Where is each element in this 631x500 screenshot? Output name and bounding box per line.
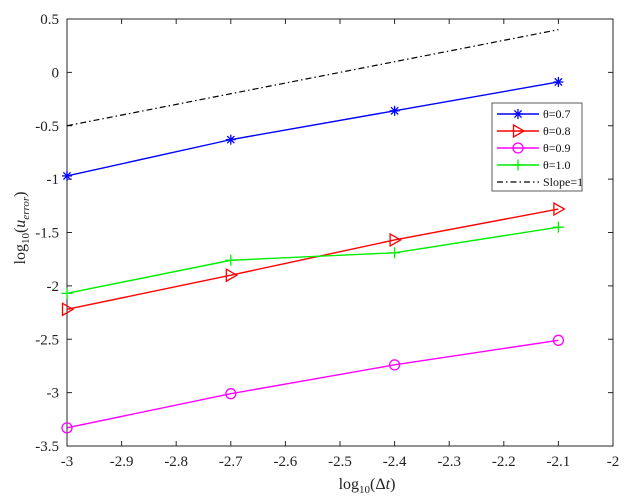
data-point [553,76,564,87]
x-tick-label: -2.5 [328,454,352,470]
x-tick-label: -2.4 [383,454,407,470]
legend-label: Slope=1 [543,175,583,189]
data-point [61,287,73,299]
series-line [66,208,559,311]
series-0 [62,76,564,181]
data-point [225,254,237,266]
data-point [61,422,73,434]
series-line [66,339,559,429]
series-layer [61,29,566,434]
legend-marker [512,142,524,154]
x-tick-label: -3 [61,454,74,470]
legend-box [491,102,583,192]
x-tick-label: -2.2 [492,454,516,470]
legend-marker [512,159,524,171]
y-tick-label: 0 [52,65,60,81]
x-tick-label: -2.7 [219,454,243,470]
legend-marker [513,109,523,119]
x-axis-label: log10(Δt) [339,476,396,496]
data-point [553,201,566,217]
x-tick-label: -2.8 [164,454,188,470]
series-3 [61,221,564,299]
y-tick-label: 0.5 [40,12,59,28]
x-axis-ticks: -3 -2.9 -2.8 -2.7 -2.6 -2.5 -2.4 -2.3 -2.2 -2.1 -2 [61,19,620,470]
data-point [225,268,239,283]
y-tick-label: -0.5 [35,119,59,135]
y-tick-label: -1 [47,172,60,188]
x-tick-label: -2.3 [437,454,461,470]
y-tick-label: -3 [47,386,60,402]
legend: θ=0.7 θ=0.8 θ=0.9 θ=1.0 Slope=1 [491,102,583,192]
legend-label: θ=1.0 [543,158,571,172]
legend-marker [512,123,526,139]
plot-area [66,18,614,447]
data-point [552,334,565,346]
data-point [552,221,564,233]
series-line [66,29,559,127]
x-tick-label: -2.9 [110,454,134,470]
legend-entry: θ=1.0 [497,158,571,172]
legend-label: θ=0.9 [543,141,571,155]
y-tick-label: -2 [47,279,60,295]
series-line [66,226,559,295]
legend-entry: θ=0.7 [497,107,571,121]
data-point [225,134,236,145]
y-tick-label: -3.5 [35,439,59,455]
legend-label: θ=0.8 [543,124,571,138]
data-point [225,388,237,400]
x-tick-label: -2.6 [274,454,298,470]
legend-label: θ=0.7 [543,107,571,121]
legend-entry: θ=0.9 [497,141,571,155]
data-point [62,170,72,181]
series-line [66,81,559,177]
y-axis-label: log10(uerror) [12,192,32,265]
data-point [389,232,402,248]
y-tick-label: -2.5 [35,332,59,348]
data-point [389,247,401,259]
data-point [388,359,401,371]
data-point [61,302,75,317]
series-1 [61,201,566,317]
series-2 [61,334,565,434]
legend-entry: θ=0.8 [497,123,571,139]
legend-entry: Slope=1 [497,175,583,189]
y-axis-ticks: 0.5 0 -0.5 -1 -1.5 -2 -2.5 -3 -3.5 [35,12,613,455]
data-point [389,105,400,116]
y-tick-label: -1.5 [35,226,59,242]
x-tick-label: -2.1 [547,454,571,470]
x-tick-label: -2 [607,454,620,470]
series-4 [66,29,559,127]
